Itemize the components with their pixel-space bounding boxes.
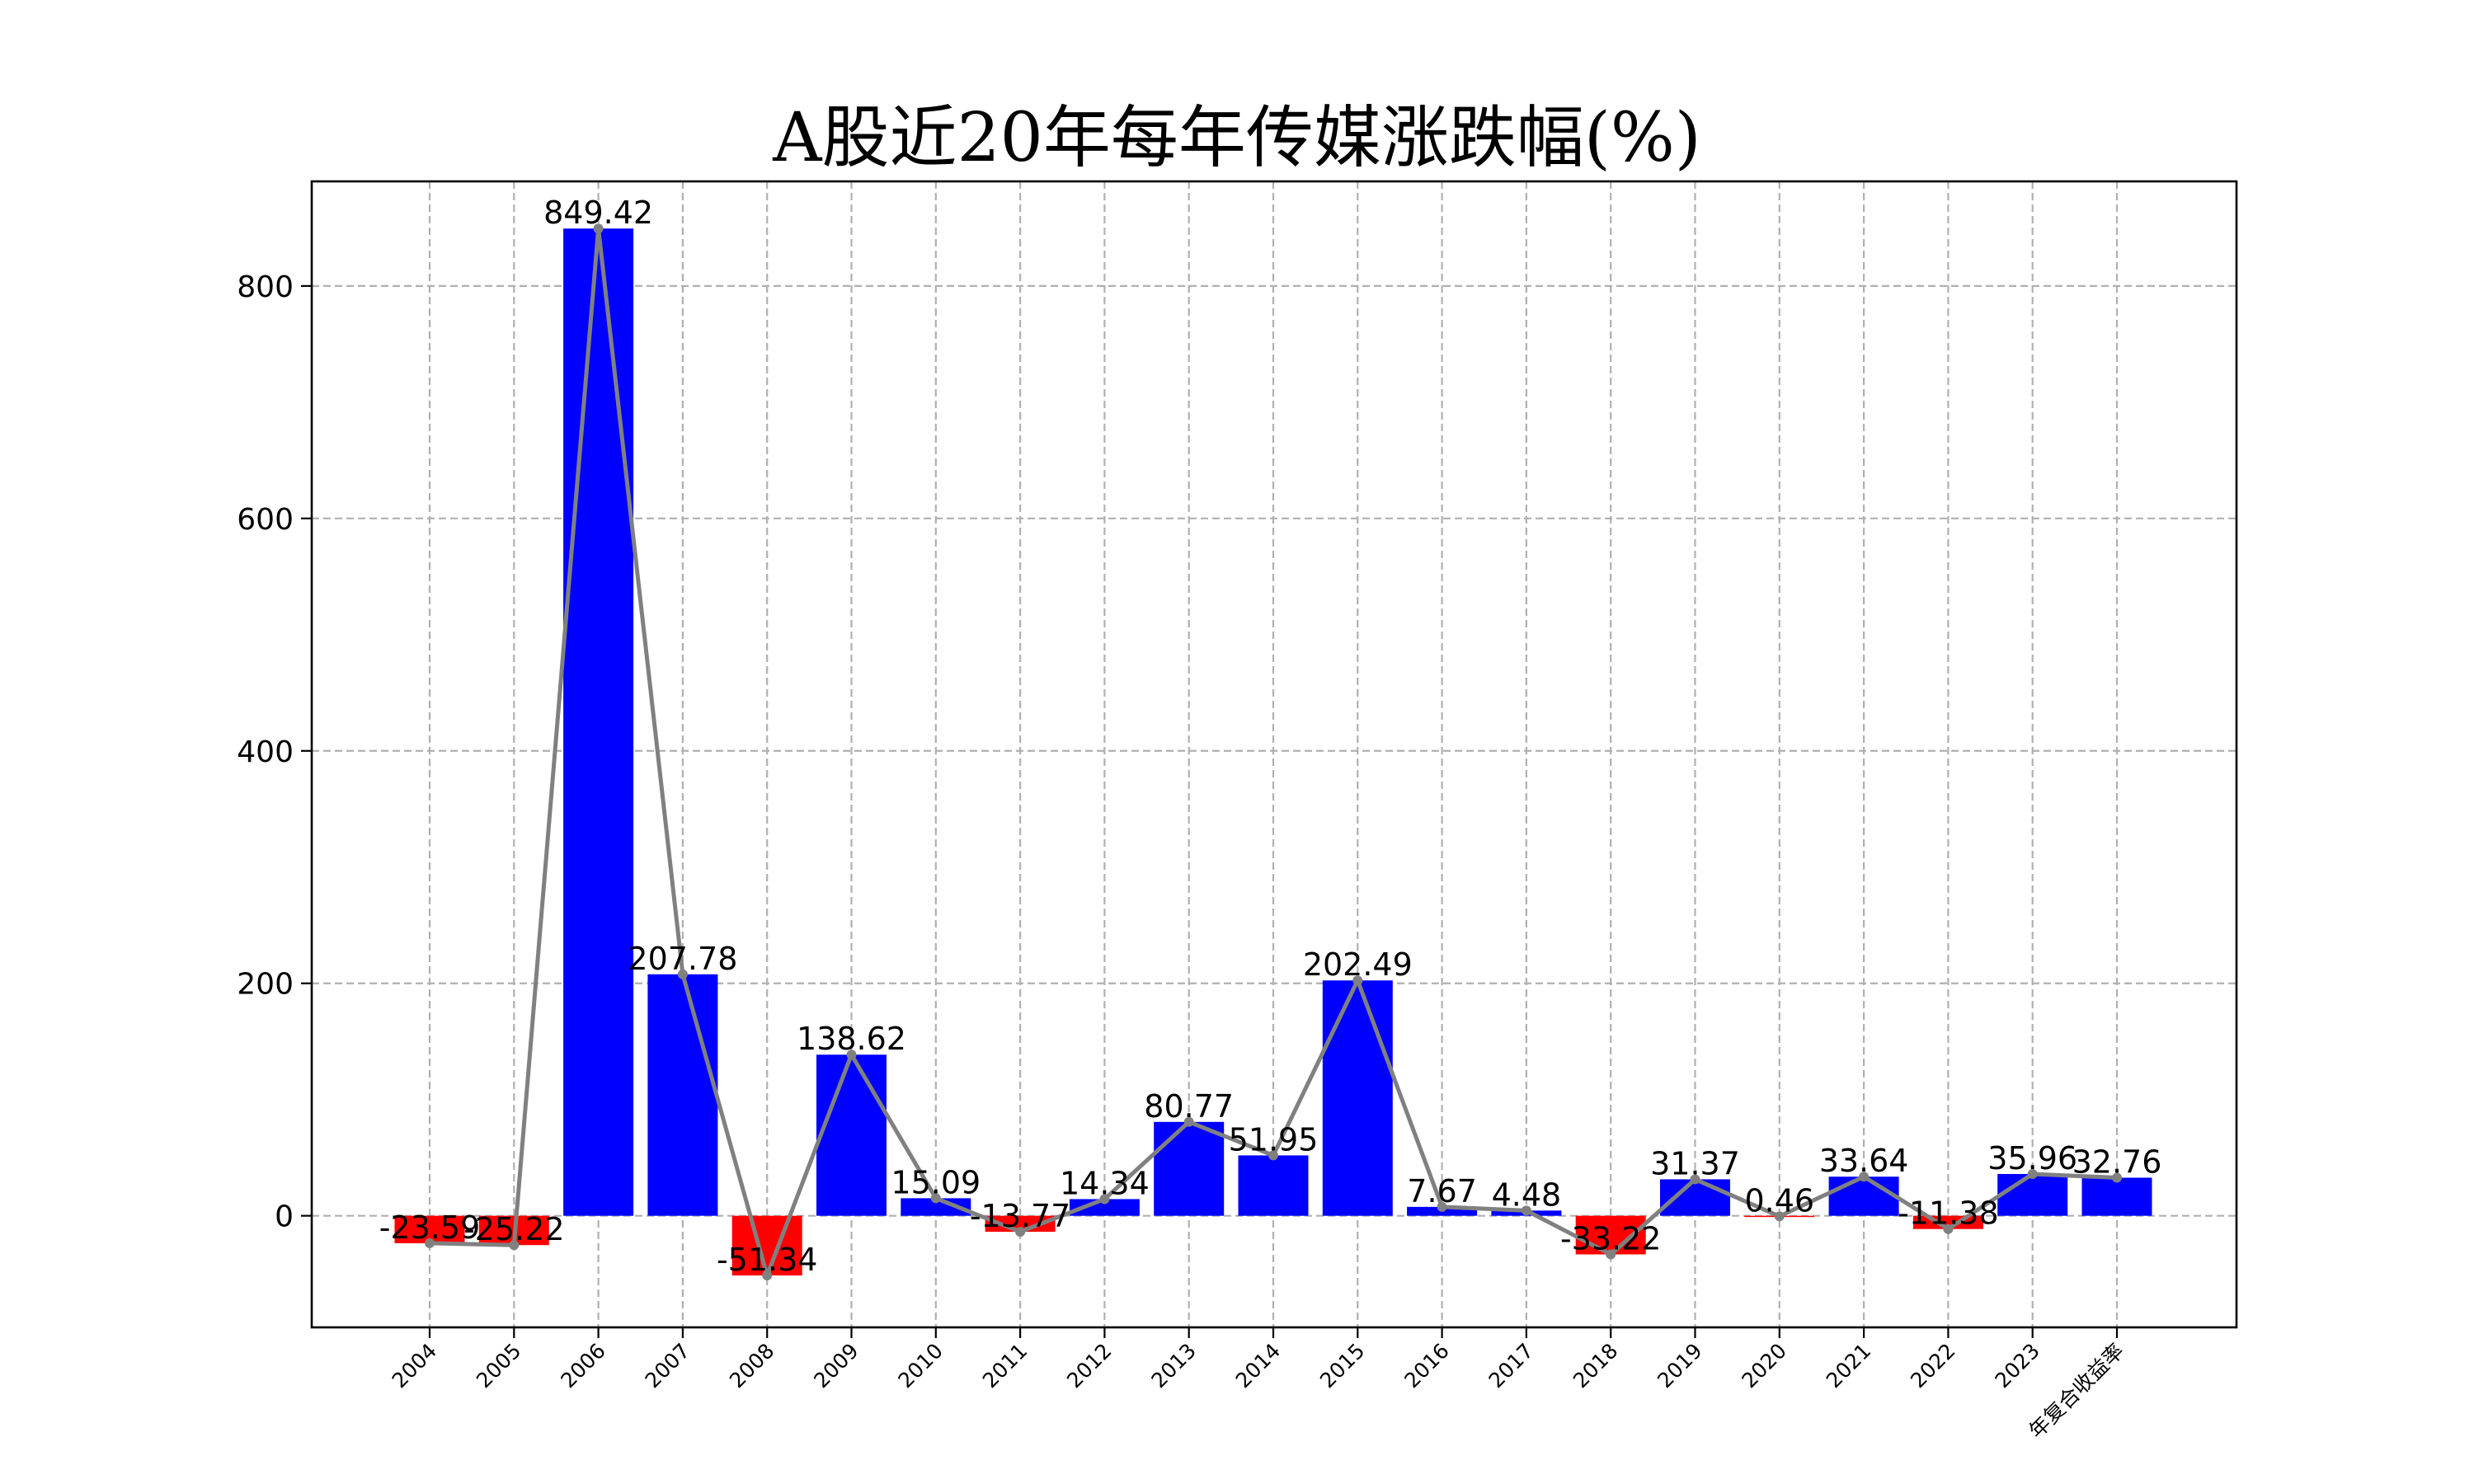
grid — [312, 181, 2236, 1327]
bar — [1238, 1155, 1309, 1216]
data-label: -11.38 — [1898, 1195, 1999, 1232]
y-tick-label: 600 — [237, 503, 294, 537]
data-label: 849.42 — [543, 195, 653, 231]
trend-point — [762, 1270, 773, 1281]
x-tick-label: 2009 — [809, 1339, 863, 1392]
trend-point — [1183, 1116, 1194, 1127]
trend-point — [930, 1193, 941, 1204]
data-label: -33.22 — [1560, 1220, 1662, 1256]
trend-point — [425, 1237, 435, 1248]
bar — [563, 228, 634, 1216]
bar — [1660, 1179, 1730, 1216]
axes: 0 200 400 600 800 2004 2005 2006 2007 2008 2009 201… — [237, 180, 2238, 1443]
data-label: 80.77 — [1144, 1088, 1234, 1125]
trend-point — [1690, 1174, 1700, 1185]
trend-point — [593, 223, 604, 234]
data-label: -13.77 — [970, 1198, 1071, 1234]
trend-point — [1606, 1249, 1616, 1260]
x-tick-label: 2008 — [725, 1339, 778, 1392]
trend-point — [1859, 1172, 1870, 1182]
bars — [394, 228, 2152, 1276]
trend-point — [846, 1050, 857, 1060]
data-label: 7.67 — [1407, 1173, 1477, 1209]
x-tick-label: 2010 — [894, 1339, 948, 1392]
data-label: 15.09 — [891, 1164, 981, 1200]
x-tick-label: 2007 — [641, 1339, 694, 1392]
bar — [985, 1215, 1056, 1233]
x-tick-label: 2011 — [978, 1339, 1032, 1392]
trend-point — [1774, 1211, 1785, 1222]
x-tick-label: 2019 — [1653, 1339, 1706, 1392]
x-tick-label: 2015 — [1315, 1339, 1369, 1392]
bar — [1069, 1199, 1140, 1216]
x-tick-label: 2017 — [1484, 1339, 1538, 1392]
trend-point — [1268, 1150, 1278, 1161]
bar — [816, 1054, 887, 1216]
bar — [1154, 1121, 1225, 1216]
trend-point — [1015, 1227, 1026, 1237]
data-label: -51.34 — [717, 1242, 818, 1278]
data-label: 138.62 — [797, 1021, 906, 1057]
x-tick-label: 2020 — [1738, 1339, 1791, 1392]
trend-point — [1437, 1201, 1447, 1212]
data-label: 35.96 — [1987, 1140, 2077, 1176]
y-tick-label: 0 — [275, 1200, 294, 1234]
data-label: 14.34 — [1060, 1165, 1150, 1201]
trend-line — [425, 223, 2122, 1281]
x-tick-label: 2021 — [1822, 1339, 1875, 1392]
data-label: 32.76 — [2072, 1144, 2162, 1180]
data-label: 0.46 — [1744, 1182, 1814, 1219]
trend-point — [2112, 1172, 2122, 1183]
x-tick-label: 2006 — [556, 1339, 609, 1392]
trend-point — [1099, 1194, 1110, 1205]
trend-point — [2027, 1168, 2038, 1179]
data-label: 31.37 — [1650, 1145, 1740, 1181]
trend-point — [677, 969, 688, 979]
bar — [1997, 1173, 2068, 1216]
bar — [901, 1198, 971, 1216]
x-tick-label: 2022 — [1906, 1339, 1959, 1392]
x-tick-label: 2023 — [1990, 1339, 2044, 1392]
x-tick-label: 2012 — [1062, 1339, 1116, 1392]
data-label: 4.48 — [1492, 1176, 1562, 1213]
data-label: -23.59 — [379, 1209, 481, 1246]
data-label: 207.78 — [628, 941, 737, 977]
y-tick-label: 200 — [237, 968, 294, 1002]
bar — [647, 974, 718, 1216]
y-tick-label: 400 — [237, 735, 294, 769]
x-tick-label: 2014 — [1231, 1339, 1285, 1392]
bar — [2081, 1177, 2152, 1216]
chart-title: A股近20年每年传媒涨跌幅(%) — [772, 99, 1700, 177]
bar — [731, 1215, 802, 1276]
x-tick-label: 2005 — [472, 1339, 525, 1392]
data-label: 51.95 — [1229, 1121, 1319, 1158]
data-label: 202.49 — [1303, 946, 1413, 983]
x-tick-label: 2016 — [1399, 1339, 1453, 1392]
bar — [1322, 980, 1393, 1216]
x-tick-label: 2013 — [1146, 1339, 1200, 1392]
data-labels: -23.59-25.22 849.42 207.78 -51.34 138.62 15.0… — [379, 195, 2162, 1278]
trend-point — [1521, 1205, 1531, 1216]
x-tick-label: 2004 — [388, 1339, 441, 1392]
bar — [1828, 1176, 1899, 1216]
trend-point — [1352, 975, 1363, 986]
y-tick-label: 800 — [237, 270, 294, 304]
x-tick-label: 2018 — [1569, 1339, 1622, 1392]
data-label: -25.22 — [463, 1211, 565, 1247]
trend-point — [509, 1240, 520, 1251]
trend-point — [1943, 1223, 1954, 1234]
data-label: 33.64 — [1819, 1143, 1909, 1179]
plot-frame — [310, 180, 2238, 1329]
